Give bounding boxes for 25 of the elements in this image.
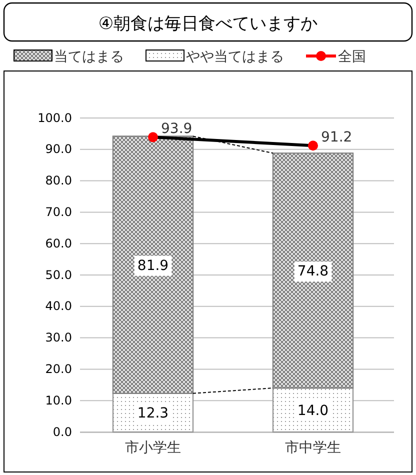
data-label: 14.0	[297, 403, 329, 420]
legend-label: 当てはまる	[54, 49, 124, 65]
data-label: 91.2	[321, 130, 352, 146]
chart-title: ④朝食は毎日食べていますか	[98, 14, 318, 34]
bar	[272, 152, 354, 389]
y-tick-label: 90.0	[45, 142, 72, 156]
y-tick-label: 70.0	[45, 205, 72, 220]
y-tick-label: 20.0	[45, 362, 72, 376]
y-tick-label: 60.0	[45, 236, 72, 250]
y-tick-label: 100.0	[38, 110, 72, 125]
data-label: 74.8	[297, 264, 329, 280]
data-label: 81.9	[137, 258, 169, 274]
data-label: 12.3	[137, 406, 169, 422]
y-tick-label: 80.0	[45, 174, 72, 188]
legend-label: やや当てはまる	[186, 49, 284, 65]
bar	[112, 136, 194, 394]
y-tick-label: 0.0	[52, 424, 72, 439]
y-tick-label: 50.0	[45, 268, 72, 282]
x-tick-label: 市小学生	[125, 440, 181, 456]
y-tick-label: 30.0	[45, 330, 72, 345]
data-label: 93.9	[161, 121, 192, 138]
y-tick-label: 40.0	[45, 299, 72, 314]
legend-label: 全国	[338, 49, 366, 65]
y-tick-label: 10.0	[45, 393, 72, 408]
x-tick-label: 市中学生	[285, 440, 341, 456]
